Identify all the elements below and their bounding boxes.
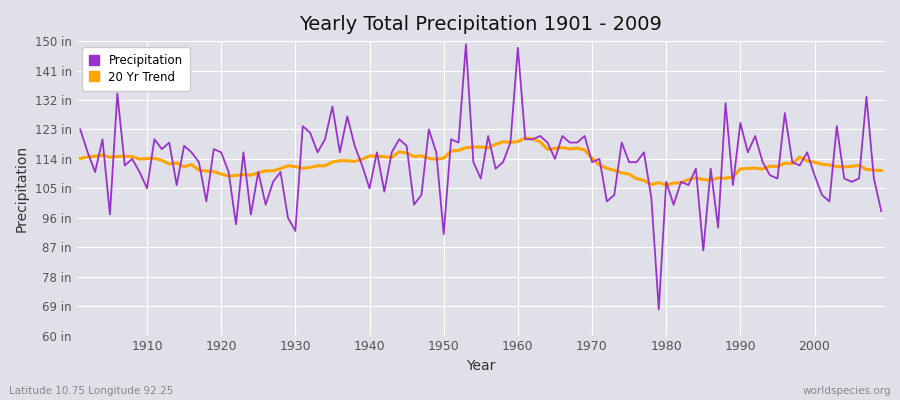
Text: Latitude 10.75 Longitude 92.25: Latitude 10.75 Longitude 92.25 xyxy=(9,386,174,396)
Y-axis label: Precipitation: Precipitation xyxy=(15,145,29,232)
Legend: Precipitation, 20 Yr Trend: Precipitation, 20 Yr Trend xyxy=(83,47,190,91)
X-axis label: Year: Year xyxy=(466,359,496,373)
Title: Yearly Total Precipitation 1901 - 2009: Yearly Total Precipitation 1901 - 2009 xyxy=(300,15,662,34)
Text: worldspecies.org: worldspecies.org xyxy=(803,386,891,396)
